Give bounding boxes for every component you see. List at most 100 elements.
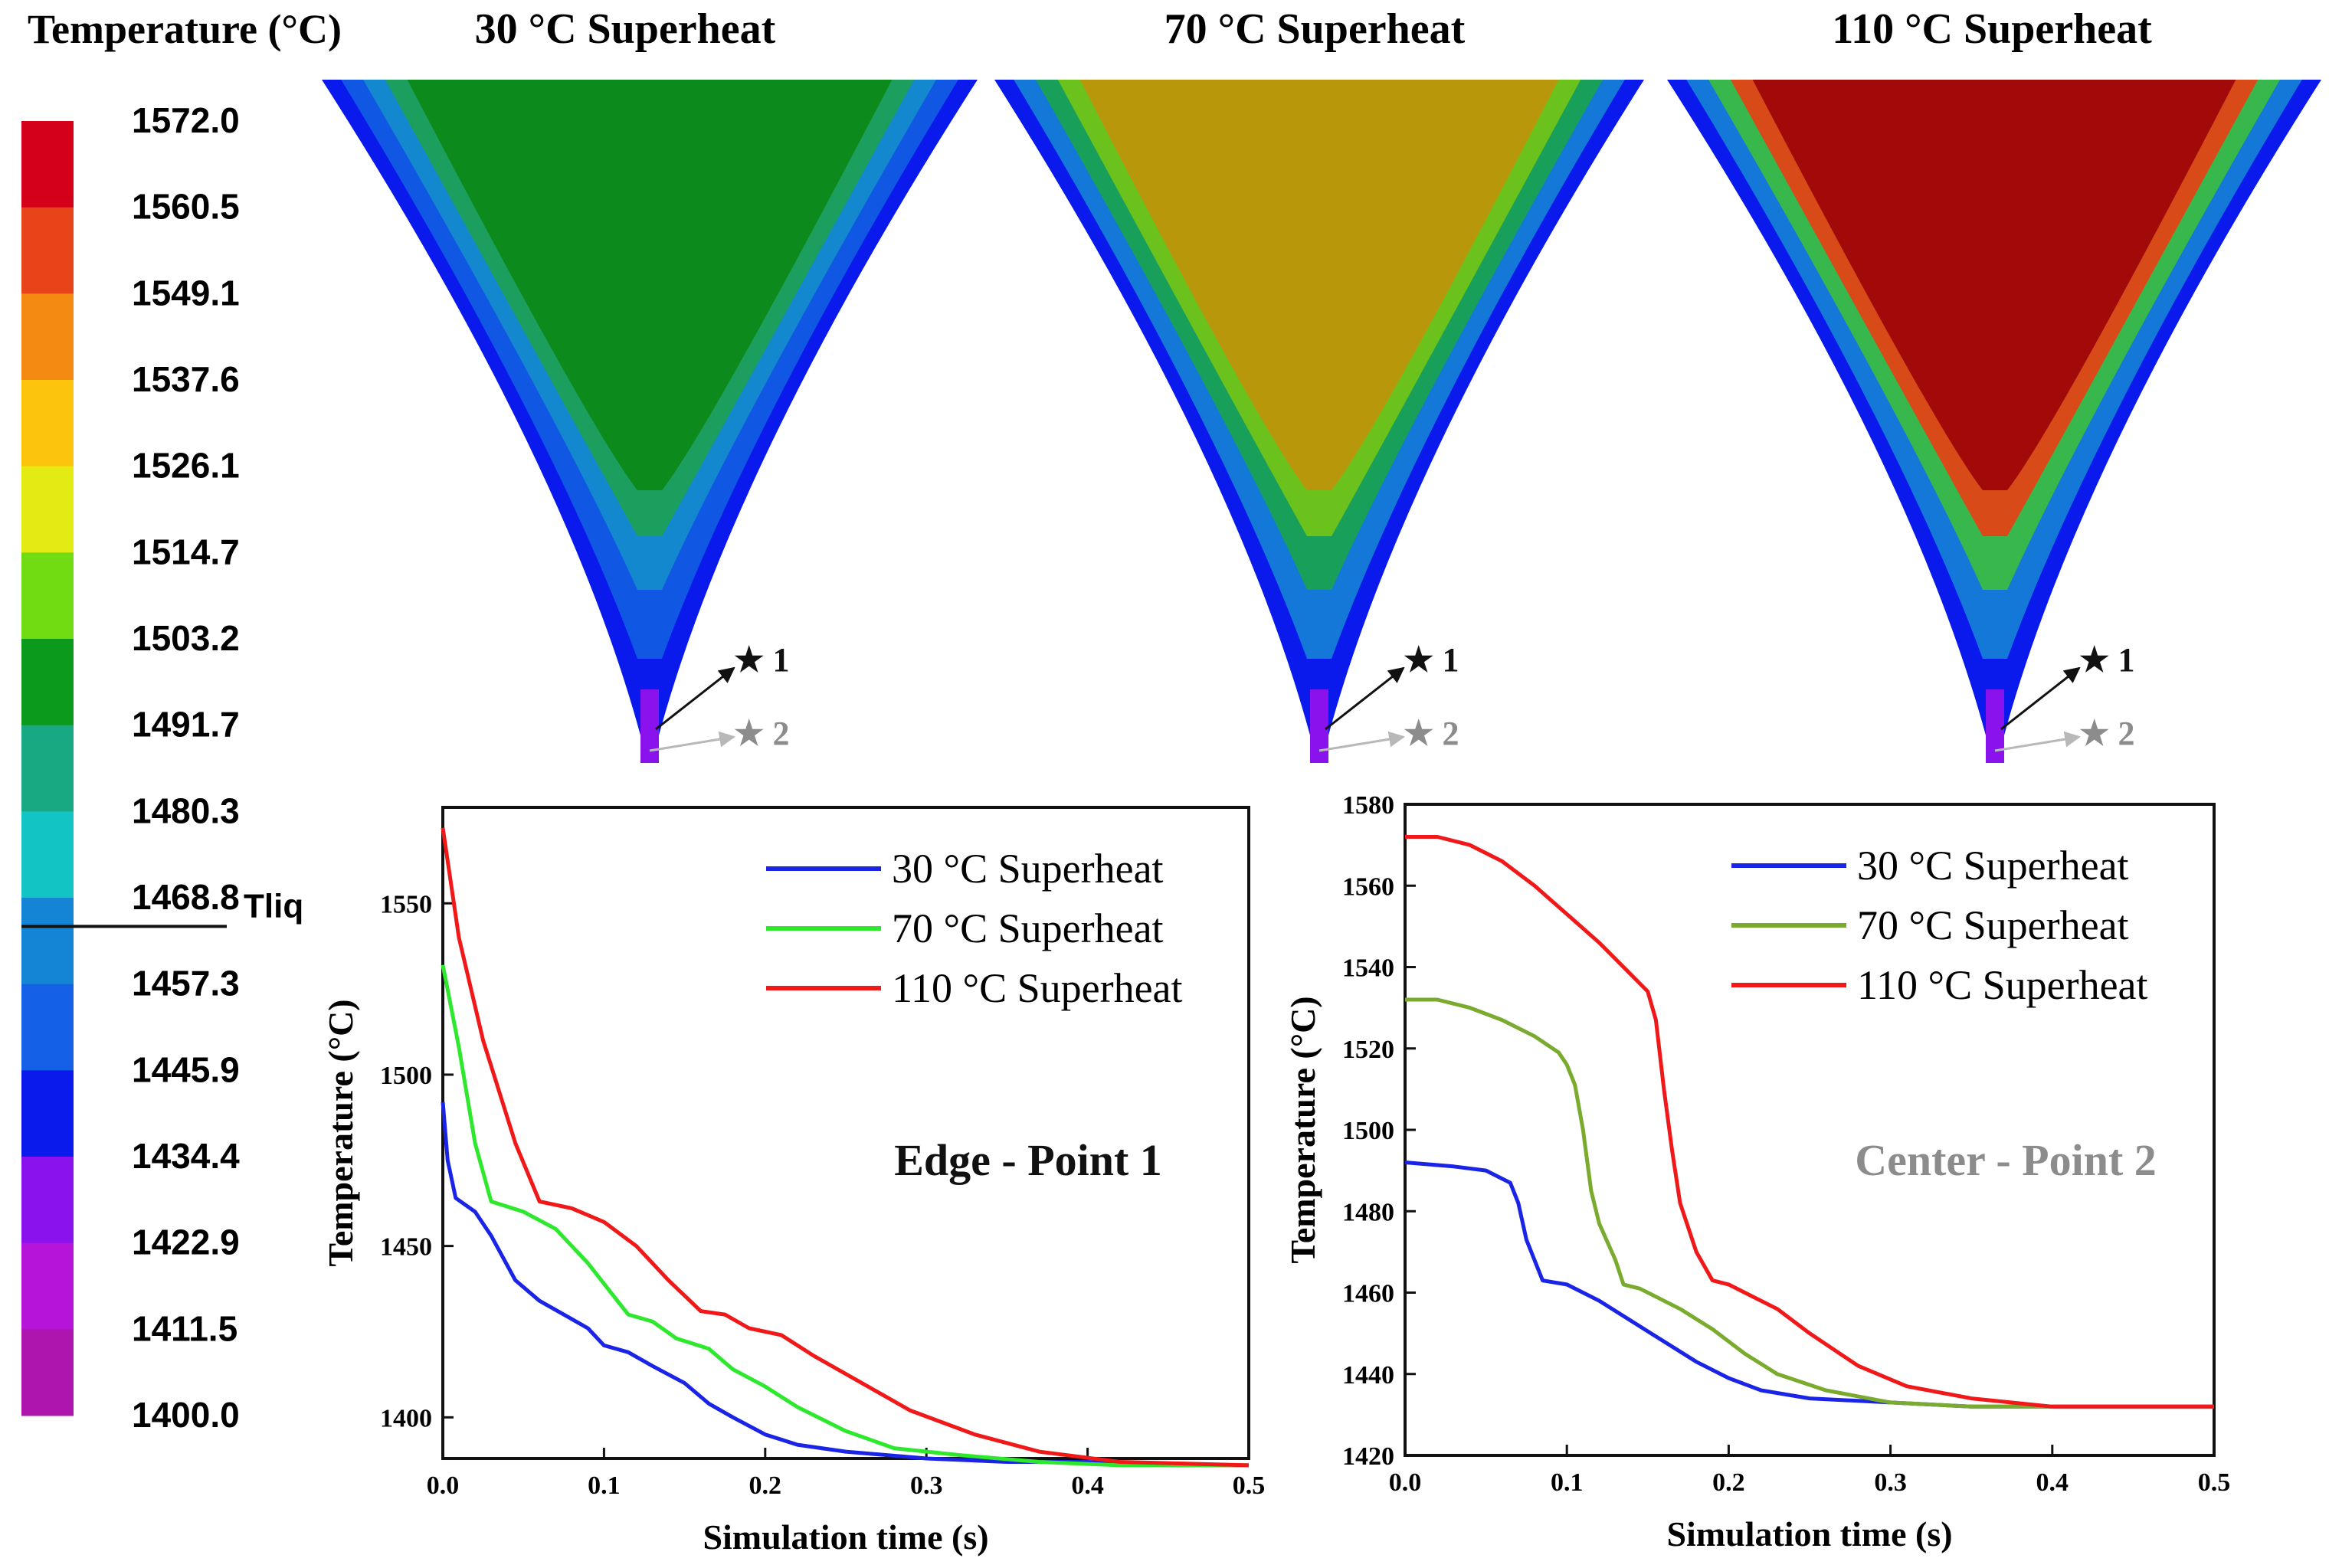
x-axis-label: Simulation time (s) — [1666, 1514, 1952, 1553]
colorbar-tick-label: 1434.4 — [132, 1136, 240, 1176]
arrow-point-1 — [1325, 666, 1405, 731]
colorbar-tick-label: 1526.1 — [132, 446, 240, 486]
arrow-point-2 — [649, 731, 736, 752]
contour-panel-110: 110 °C Superheat ★ 1 ★ 2 — [1667, 5, 2321, 763]
colorbar-blocks — [21, 121, 74, 1416]
y-tick-label: 1540 — [1342, 954, 1394, 983]
marker-point-1: ★ 1 — [734, 641, 789, 679]
colorbar-segment — [21, 466, 74, 553]
colorbar-segment — [21, 639, 74, 726]
x-tick-label: 0.4 — [2036, 1468, 2069, 1497]
x-tick-label: 0.1 — [588, 1471, 621, 1500]
contour-title: 110 °C Superheat — [1832, 5, 2152, 53]
legend-label: 70 °C Superheat — [892, 905, 1164, 951]
y-tick-label: 1560 — [1342, 872, 1394, 901]
marker-point-2: ★ 2 — [1404, 715, 1459, 752]
colorbar-tick-label: 1480.3 — [132, 791, 240, 830]
axis-ticks: 0.0 0.1 0.2 0.3 0.4 0.5 1420 1440 1460 1480 1500 15… — [1342, 791, 2230, 1497]
series-line — [1405, 835, 2214, 1409]
colorbar-segment — [21, 552, 74, 640]
x-axis-label: Simulation time (s) — [703, 1517, 988, 1557]
colorbar-segment — [21, 898, 74, 985]
colorbar-tick-label: 1514.7 — [132, 532, 240, 571]
x-tick-label: 0.0 — [1389, 1468, 1422, 1497]
colorbar-tick-label: 1549.1 — [132, 273, 240, 313]
contour-tip — [1310, 689, 1328, 763]
x-tick-label: 0.0 — [427, 1471, 460, 1500]
series-line — [441, 827, 1250, 1468]
series-line — [1405, 997, 2214, 1409]
x-tick-label: 0.3 — [1874, 1468, 1907, 1497]
chart-edge-point-1: 0.0 0.1 0.2 0.3 0.4 0.5 1400 1450 1500 1550 30 °C… — [321, 806, 1266, 1557]
x-tick-label: 0.5 — [2198, 1468, 2231, 1497]
y-tick-label: 1480 — [1342, 1198, 1394, 1226]
contour-tip — [1986, 689, 2004, 763]
colorbar-tick-label: 1491.7 — [132, 705, 240, 745]
arrow-point-2 — [1994, 731, 2082, 752]
arrow-point-1 — [655, 666, 735, 731]
colorbar-segment — [21, 207, 74, 294]
colorbar-tick-label: 1560.5 — [132, 187, 240, 227]
contour-layer — [407, 80, 893, 490]
contour-title: 70 °C Superheat — [1164, 5, 1466, 53]
colorbar-segment — [21, 380, 74, 467]
y-tick-label: 1500 — [380, 1062, 432, 1090]
series-line — [1404, 1160, 2214, 1409]
marker-point-1: ★ 1 — [2079, 641, 2134, 679]
colorbar-segment — [21, 811, 74, 899]
legend-label: 110 °C Superheat — [892, 965, 1183, 1011]
marker-point-1: ★ 1 — [1404, 641, 1459, 679]
colorbar-tick-label: 1400.0 — [132, 1395, 240, 1435]
marker-point-2: ★ 2 — [734, 715, 789, 752]
y-tick-label: 1550 — [380, 890, 432, 918]
colorbar-segment — [21, 293, 74, 381]
colorbar-segment — [21, 1329, 74, 1416]
y-tick-label: 1520 — [1342, 1036, 1394, 1064]
colorbar-tick-label: 1445.9 — [132, 1049, 240, 1089]
contour-layer — [1079, 80, 1559, 490]
legend: 30 °C Superheat 70 °C Superheat 110 °C Sup… — [1731, 843, 2148, 1008]
colorbar-tick-label: 1411.5 — [132, 1308, 237, 1348]
x-tick-label: 0.2 — [749, 1471, 782, 1500]
y-tick-label: 1580 — [1342, 791, 1394, 820]
colorbar-tick-label: 1572.0 — [132, 100, 240, 140]
y-tick-label: 1450 — [380, 1233, 432, 1262]
y-tick-label: 1440 — [1342, 1361, 1394, 1390]
colorbar-tick-label: 1468.8 — [132, 877, 240, 917]
series-line — [441, 964, 1249, 1468]
x-tick-label: 0.5 — [1233, 1471, 1266, 1500]
chart-annotation: Center - Point 2 — [1855, 1135, 2157, 1185]
colorbar-tick-label: 1422.9 — [132, 1223, 240, 1262]
colorbar-segment — [21, 725, 74, 812]
chart-annotation: Edge - Point 1 — [894, 1135, 1162, 1185]
colorbar-tick-label: 1457.3 — [132, 964, 240, 1003]
series-lines — [441, 827, 1250, 1468]
temperature-contour: ★ 1 ★ 2 — [1667, 80, 2321, 763]
legend: 30 °C Superheat 70 °C Superheat 110 °C Sup… — [766, 846, 1183, 1011]
plot-frame — [441, 806, 1250, 1460]
y-axis-label: Temperature (°C) — [321, 999, 360, 1266]
contour-title: 30 °C Superheat — [475, 5, 776, 53]
legend-label: 110 °C Superheat — [1857, 962, 2148, 1008]
legend-label: 30 °C Superheat — [892, 846, 1164, 892]
x-tick-label: 0.1 — [1551, 1468, 1584, 1497]
colorbar-segment — [21, 1242, 74, 1330]
contour-panel-30: 30 °C Superheat ★ 1 ★ 2 — [322, 5, 978, 763]
colorbar-tick-label: 1537.6 — [132, 359, 240, 399]
chart-center-point-2: 0.0 0.1 0.2 0.3 0.4 0.5 1420 1440 1460 1480 1500 15… — [1283, 791, 2230, 1553]
temperature-contour: ★ 1 ★ 2 — [994, 80, 1644, 763]
colorbar-segment — [21, 984, 74, 1071]
marker-point-2: ★ 2 — [2079, 715, 2134, 752]
colorbar-labels: 1572.0 1560.5 1549.1 1537.6 1526.1 1514.7 1503… — [132, 100, 240, 1435]
tliq-label: Tliq — [244, 887, 303, 925]
legend-label: 70 °C Superheat — [1857, 902, 2129, 948]
arrow-point-2 — [1318, 731, 1406, 752]
legend-label: 30 °C Superheat — [1857, 843, 2129, 889]
y-axis-label: Temperature (°C) — [1283, 996, 1322, 1263]
x-tick-label: 0.3 — [910, 1471, 943, 1500]
x-tick-label: 0.2 — [1712, 1468, 1745, 1497]
arrow-point-1 — [2000, 666, 2081, 731]
colorbar-segment — [21, 1070, 74, 1157]
series-lines — [1404, 835, 2214, 1409]
